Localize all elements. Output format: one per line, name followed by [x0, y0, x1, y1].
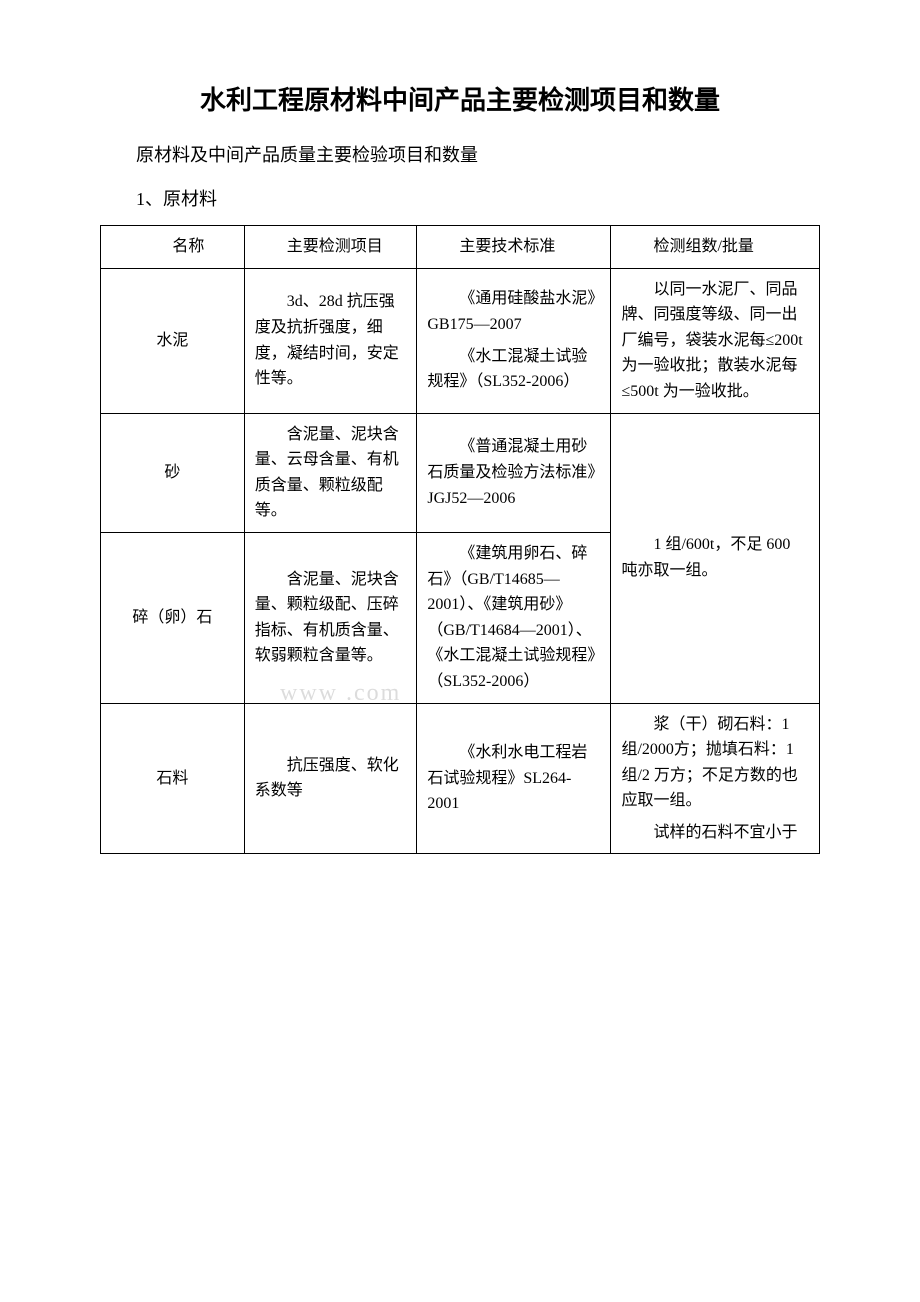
header-quantity: 检测组数/批量 [611, 226, 820, 269]
cell-standards: 《水利水电工程岩石试验规程》SL264-2001 [417, 703, 611, 854]
header-name: 名称 [101, 226, 245, 269]
cell-test-items: 含泥量、泥块含量、云母含量、有机质含量、颗粒级配等。 [244, 413, 417, 532]
materials-table: 名称 主要检测项目 主要技术标准 检测组数/批量 水泥 3d、28d 抗压强度及… [100, 225, 820, 854]
cell-test-items: 3d、28d 抗压强度及抗折强度，细度，凝结时间，安定性等。 [244, 268, 417, 413]
cell-quantity: 浆（干）砌石料：1 组/2000方；抛填石料：1 组/2 万方；不足方数的也应取… [611, 703, 820, 854]
cell-test-items: 抗压强度、软化系数等 [244, 703, 417, 854]
section-label: 1、原材料 [100, 185, 820, 211]
table-row: 石料 抗压强度、软化系数等 《水利水电工程岩石试验规程》SL264-2001 浆… [101, 703, 820, 854]
cell-standards: 《通用硅酸盐水泥》GB175—2007 《水工混凝土试验规程》（SL352-20… [417, 268, 611, 413]
subtitle: 原材料及中间产品质量主要检验项目和数量 [100, 141, 820, 167]
cell-name: 石料 [101, 703, 245, 854]
cell-test-items: 含泥量、泥块含量、颗粒级配、压碎指标、有机质含量、软弱颗粒含量等。 [244, 532, 417, 703]
cell-standards: 《普通混凝土用砂石质量及检验方法标准》JGJ52—2006 [417, 413, 611, 532]
header-standards: 主要技术标准 [417, 226, 611, 269]
header-test-items: 主要检测项目 [244, 226, 417, 269]
main-title: 水利工程原材料中间产品主要检测项目和数量 [100, 80, 820, 117]
cell-name: 砂 [101, 413, 245, 532]
table-header-row: 名称 主要检测项目 主要技术标准 检测组数/批量 [101, 226, 820, 269]
table-row: 砂 含泥量、泥块含量、云母含量、有机质含量、颗粒级配等。 《普通混凝土用砂石质量… [101, 413, 820, 532]
cell-name: 碎（卵）石 [101, 532, 245, 703]
cell-standards: 《建筑用卵石、碎石》（GB/T14685—2001）、《建筑用砂》（GB/T14… [417, 532, 611, 703]
document-content: 水利工程原材料中间产品主要检测项目和数量 原材料及中间产品质量主要检验项目和数量… [100, 80, 820, 854]
cell-name: 水泥 [101, 268, 245, 413]
cell-quantity: 以同一水泥厂、同品牌、同强度等级、同一出厂编号，袋装水泥每≤200t 为一验收批… [611, 268, 820, 413]
table-row: 水泥 3d、28d 抗压强度及抗折强度，细度，凝结时间，安定性等。 《通用硅酸盐… [101, 268, 820, 413]
cell-quantity: 1 组/600t，不足 600 吨亦取一组。 [611, 413, 820, 703]
